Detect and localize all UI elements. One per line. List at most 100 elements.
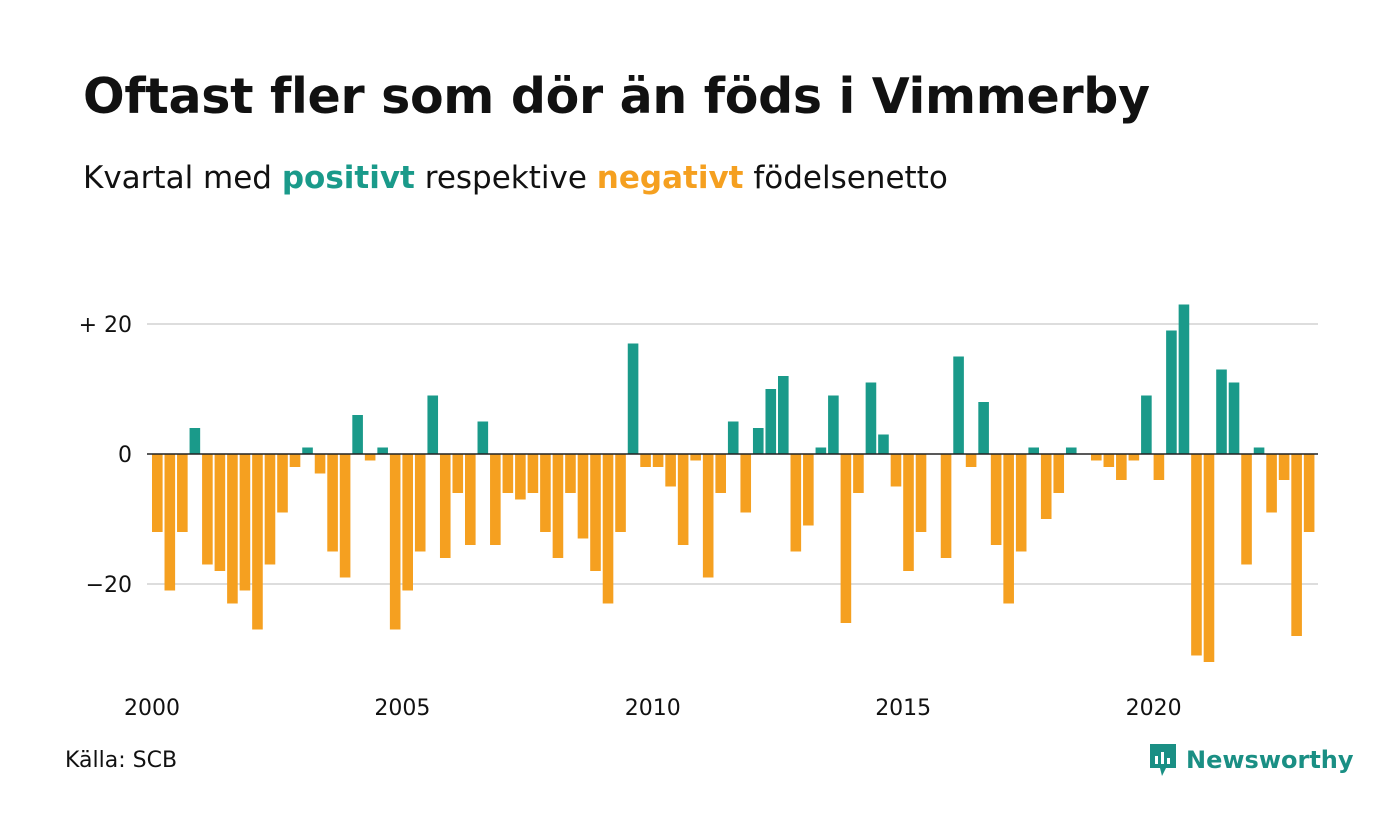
bar xyxy=(652,454,664,467)
logo-text: Newsworthy xyxy=(1186,746,1354,774)
newsworthy-logo: Newsworthy xyxy=(1148,742,1354,778)
bar xyxy=(540,454,551,532)
bar xyxy=(840,454,852,623)
bar xyxy=(477,421,489,454)
bar xyxy=(1091,454,1102,461)
bar xyxy=(289,454,301,467)
bar xyxy=(715,454,726,493)
bar xyxy=(402,454,413,591)
bar xyxy=(803,454,814,526)
bar xyxy=(277,454,288,513)
bar xyxy=(152,454,163,532)
bar xyxy=(903,454,914,571)
bar xyxy=(1216,369,1227,454)
bar xyxy=(252,454,263,630)
bar xyxy=(890,454,902,487)
bar xyxy=(552,454,564,558)
bar xyxy=(452,454,464,493)
bar xyxy=(953,356,964,454)
bar xyxy=(765,389,777,454)
bar xyxy=(227,454,238,604)
bar xyxy=(790,454,802,552)
x-tick-label: 2020 xyxy=(1126,696,1182,721)
bar xyxy=(264,454,276,565)
subtitle-text-2: respektive xyxy=(424,160,587,196)
bar xyxy=(602,454,614,604)
bar xyxy=(1128,454,1140,461)
bar xyxy=(865,382,877,454)
bar xyxy=(940,454,952,558)
bar xyxy=(327,454,338,552)
bar xyxy=(389,454,401,630)
bar xyxy=(1065,447,1077,454)
bar xyxy=(164,454,176,591)
y-tick-label: 0 xyxy=(118,443,132,468)
bar xyxy=(690,454,701,461)
bar xyxy=(1241,454,1252,565)
chart-subtitle: Kvartal med positivt respektive negativt… xyxy=(83,160,948,196)
bar xyxy=(752,428,764,454)
bar xyxy=(377,447,388,454)
bar xyxy=(915,454,927,532)
bar xyxy=(414,454,426,552)
bar xyxy=(590,454,601,571)
bar xyxy=(1153,454,1165,480)
bar xyxy=(702,454,714,578)
bar xyxy=(878,434,889,454)
subtitle-positive-word: positivt xyxy=(281,160,415,196)
bar xyxy=(1028,447,1039,454)
bar xyxy=(1003,454,1014,604)
bar xyxy=(465,454,476,545)
y-tick-label: + 20 xyxy=(79,313,132,338)
bar xyxy=(1278,454,1290,480)
subtitle-text-1: Kvartal med xyxy=(83,160,272,196)
bar xyxy=(239,454,251,591)
bar xyxy=(502,454,514,493)
bar xyxy=(1116,454,1127,480)
bar xyxy=(828,395,839,454)
bar xyxy=(1178,304,1190,454)
bar xyxy=(965,454,977,467)
bar xyxy=(627,343,639,454)
bar xyxy=(727,421,739,454)
bar xyxy=(665,454,676,487)
bar xyxy=(677,454,689,545)
y-tick-label: −20 xyxy=(86,573,132,598)
bar xyxy=(515,454,526,500)
bar xyxy=(990,454,1002,545)
bar xyxy=(202,454,213,565)
bar xyxy=(352,415,363,454)
newsworthy-logo-icon xyxy=(1150,744,1176,776)
bar xyxy=(1103,454,1115,467)
source-note: Källa: SCB xyxy=(65,748,178,773)
subtitle-negative-word: negativt xyxy=(596,160,744,196)
bar xyxy=(815,447,827,454)
bar xyxy=(490,454,501,545)
bar xyxy=(565,454,576,493)
bar xyxy=(1166,330,1177,454)
bar xyxy=(177,454,188,532)
bar xyxy=(1053,454,1065,493)
bar xyxy=(439,454,451,558)
bar xyxy=(339,454,351,578)
bar xyxy=(1203,454,1215,662)
bar xyxy=(1253,447,1265,454)
bar xyxy=(1040,454,1052,519)
bar xyxy=(1015,454,1027,552)
bar xyxy=(527,454,539,493)
x-tick-label: 2015 xyxy=(875,696,931,721)
bar xyxy=(302,447,313,454)
x-tick-label: 2005 xyxy=(374,696,430,721)
bar xyxy=(1228,382,1240,454)
bar xyxy=(1191,454,1202,656)
bar xyxy=(1303,454,1315,532)
bar xyxy=(314,454,326,474)
bar xyxy=(427,395,439,454)
bar xyxy=(189,428,201,454)
bar xyxy=(853,454,864,493)
chart-title: Oftast fler som dör än föds i Vimmerby xyxy=(83,68,1150,125)
bar xyxy=(978,402,989,454)
x-tick-label: 2000 xyxy=(124,696,180,721)
bar xyxy=(778,376,789,454)
